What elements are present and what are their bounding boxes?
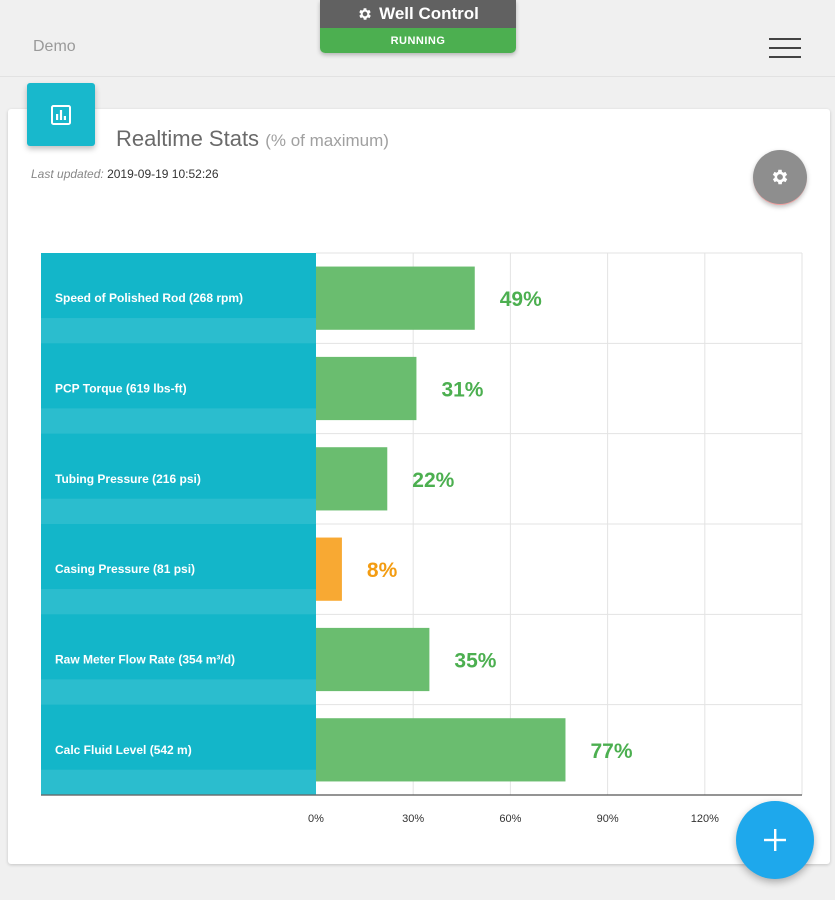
add-button[interactable]	[736, 801, 814, 879]
settings-button[interactable]	[753, 150, 807, 205]
label-row-gap	[41, 408, 316, 434]
value-label: 77%	[590, 740, 632, 763]
header-divider	[0, 76, 835, 77]
category-label: Calc Fluid Level (542 m)	[55, 743, 192, 757]
value-label: 22%	[412, 469, 454, 492]
x-tick-label: 120%	[691, 813, 719, 825]
value-label: 8%	[367, 559, 398, 582]
x-tick-label: 60%	[499, 813, 521, 825]
label-row-gap	[41, 498, 316, 524]
card-title-subtitle: (% of maximum)	[265, 131, 389, 150]
category-label: Speed of Polished Rod (268 rpm)	[55, 291, 243, 305]
value-label: 35%	[454, 650, 496, 673]
bar	[316, 266, 475, 330]
bar	[316, 537, 342, 601]
x-tick-label: 0%	[308, 813, 324, 825]
plus-icon	[764, 829, 786, 851]
last-updated-label: Last updated:	[31, 167, 104, 181]
label-panel	[41, 253, 316, 795]
label-row-gap	[41, 318, 316, 344]
x-tick-label: 90%	[597, 813, 619, 825]
card-title-main: Realtime Stats	[116, 126, 260, 151]
category-label: Casing Pressure (81 psi)	[55, 562, 195, 576]
category-label: Tubing Pressure (216 psi)	[55, 472, 201, 486]
well-status-badge: RUNNING	[320, 28, 516, 53]
last-updated-value: 2019-09-19 10:52:26	[107, 167, 219, 181]
app-name: Demo	[33, 38, 76, 55]
category-label: PCP Torque (619 lbs-ft)	[55, 382, 187, 396]
value-label: 49%	[500, 288, 542, 311]
bar	[316, 356, 417, 421]
bar	[316, 718, 566, 782]
well-control-title-bar: Well Control	[320, 0, 516, 28]
bar	[316, 627, 430, 692]
card-title: Realtime Stats (% of maximum)	[116, 126, 389, 152]
bar-chart-icon	[27, 83, 95, 146]
hamburger-menu-icon[interactable]	[769, 38, 801, 58]
bar	[316, 447, 388, 511]
category-label: Raw Meter Flow Rate (354 m³/d)	[55, 653, 235, 667]
well-control-panel[interactable]: Well Control RUNNING	[320, 0, 516, 53]
x-tick-label: 30%	[402, 813, 424, 825]
gear-icon	[772, 169, 788, 185]
value-label: 31%	[441, 379, 483, 402]
last-updated: Last updated: 2019-09-19 10:52:26	[31, 167, 219, 181]
well-control-title: Well Control	[379, 4, 479, 23]
label-row-gap	[41, 769, 316, 795]
label-row-gap	[41, 679, 316, 705]
gear-icon	[359, 8, 371, 20]
label-row-gap	[41, 589, 316, 615]
